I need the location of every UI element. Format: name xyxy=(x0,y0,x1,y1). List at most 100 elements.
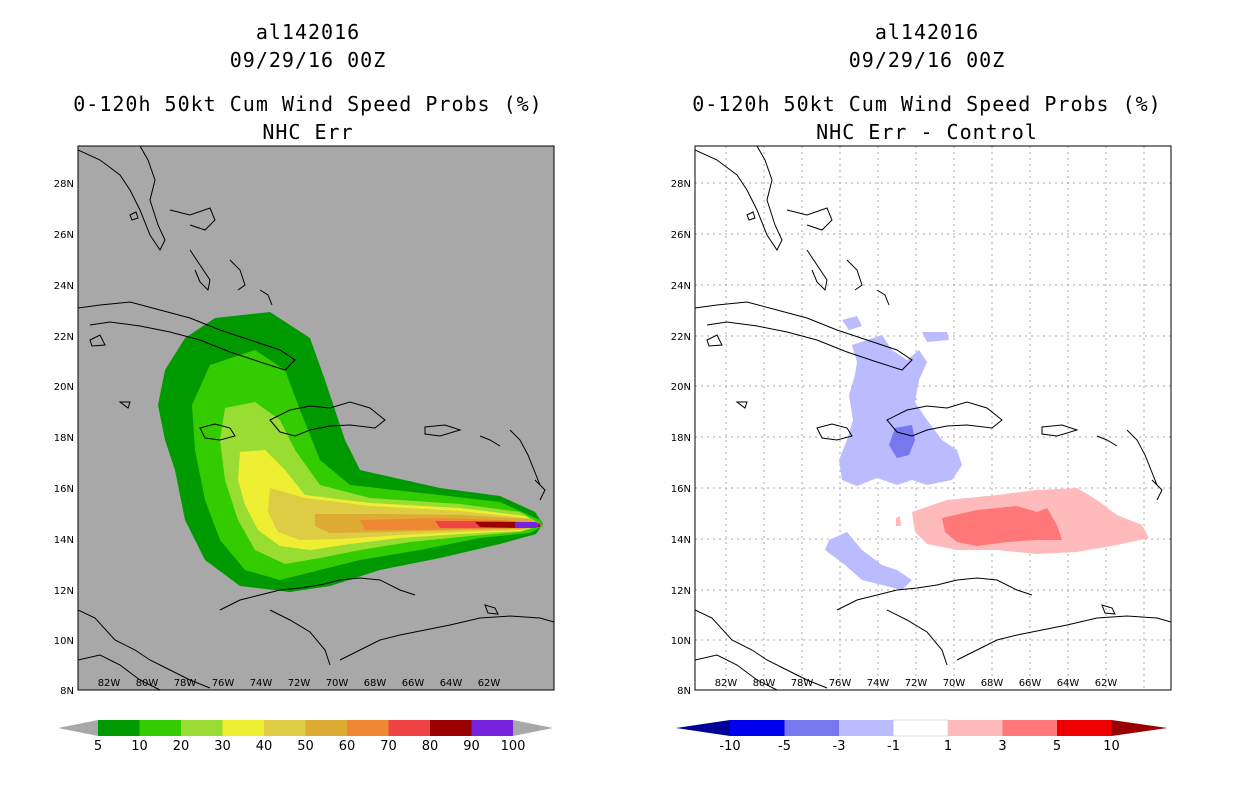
lon-label: 82W xyxy=(715,678,738,689)
lon-label: 62W xyxy=(1095,678,1118,689)
colorbar-label: 60 xyxy=(339,739,356,754)
diff-negative-light-3 xyxy=(922,332,949,342)
colorbar-label: 70 xyxy=(380,739,397,754)
right-title-product: 0-120h 50kt Cum Wind Speed Probs (%) xyxy=(692,92,1162,116)
lon-label: 68W xyxy=(364,678,387,689)
right-coastlines xyxy=(695,146,1171,690)
colorbar-box xyxy=(1057,720,1112,736)
colorbar-label: 5 xyxy=(94,739,102,754)
lat-label: 24N xyxy=(54,281,74,292)
colorbar-box xyxy=(222,720,264,736)
right-title-date: 09/29/16 00Z xyxy=(848,48,1006,72)
colorbar-label: 30 xyxy=(214,739,231,754)
colorbar-right-arrow xyxy=(513,720,553,736)
colorbar-label: 100 xyxy=(501,739,526,754)
diff-negative-light-2 xyxy=(842,316,862,330)
lon-label: 70W xyxy=(943,678,966,689)
colorbar-label: 80 xyxy=(422,739,439,754)
colorbar-label: 50 xyxy=(297,739,314,754)
colorbar-box xyxy=(839,720,894,736)
colorbar-label: -10 xyxy=(719,739,740,754)
lat-label: 28N xyxy=(54,179,74,190)
lon-label: 72W xyxy=(288,678,311,689)
lat-label: 22N xyxy=(54,332,74,343)
colorbar-left-arrow xyxy=(58,720,98,736)
lat-label: 14N xyxy=(671,535,691,546)
colorbar-label: 3 xyxy=(998,739,1006,754)
left-title-product: 0-120h 50kt Cum Wind Speed Probs (%) xyxy=(73,92,543,116)
colorbar-label: 20 xyxy=(173,739,190,754)
lon-label: 66W xyxy=(1019,678,1042,689)
colorbar-box xyxy=(388,720,430,736)
colorbar-right-arrow xyxy=(1111,720,1168,736)
right-lat-labels: 28N 26N 24N 22N 20N 18N 16N 14N 12N 10N … xyxy=(671,179,691,697)
lat-label: 16N xyxy=(54,484,74,495)
left-probability-map: 28N 26N 24N 22N 20N 18N 16N 14N 12N 10N … xyxy=(54,145,555,697)
colorbar-label: 40 xyxy=(256,739,273,754)
lon-label: 66W xyxy=(402,678,425,689)
diff-negative-light xyxy=(839,335,962,486)
right-lon-labels: 82W 80W 78W 76W 74W 72W 70W 68W 66W 64W … xyxy=(715,678,1118,689)
diff-positive-light-2 xyxy=(896,516,901,526)
lon-label: 82W xyxy=(98,678,121,689)
lat-label: 16N xyxy=(671,484,691,495)
lat-label: 26N xyxy=(54,230,74,241)
diff-positive-medium xyxy=(942,506,1062,546)
lat-label: 12N xyxy=(671,586,691,597)
lat-label: 12N xyxy=(54,586,74,597)
right-title-storm-id: al142016 xyxy=(874,20,980,44)
colorbar-label: 5 xyxy=(1053,739,1061,754)
left-colorbar: 5 10 20 30 40 50 60 70 80 90 100 xyxy=(58,720,553,754)
left-lat-labels: 28N 26N 24N 22N 20N 18N 16N 14N 12N 10N … xyxy=(54,179,74,697)
lon-label: 76W xyxy=(829,678,852,689)
right-grid xyxy=(695,146,1171,690)
left-lon-labels: 82W 80W 78W 76W 74W 72W 70W 68W 66W 64W … xyxy=(98,678,501,689)
lon-label: 76W xyxy=(212,678,235,689)
lon-label: 68W xyxy=(981,678,1004,689)
colorbar-box xyxy=(98,720,140,736)
left-title-subtitle: NHC Err xyxy=(262,120,354,144)
lon-label: 78W xyxy=(174,678,197,689)
lon-label: 74W xyxy=(250,678,273,689)
lon-label: 80W xyxy=(753,678,776,689)
lon-label: 78W xyxy=(791,678,814,689)
lat-label: 10N xyxy=(671,636,691,647)
colorbar-label: 1 xyxy=(944,739,952,754)
colorbar-label: 90 xyxy=(463,739,480,754)
colorbar-box xyxy=(305,720,347,736)
diff-negative-medium xyxy=(889,425,915,458)
diff-negative-light-4 xyxy=(825,532,912,590)
left-title-date: 09/29/16 00Z xyxy=(229,48,387,72)
lat-label: 22N xyxy=(671,332,691,343)
colorbar-box xyxy=(893,719,949,737)
colorbar-box xyxy=(347,720,389,736)
colorbar-box xyxy=(181,720,223,736)
right-map-border xyxy=(694,145,1172,691)
right-difference-map: 28N 26N 24N 22N 20N 18N 16N 14N 12N 10N … xyxy=(671,145,1172,697)
lat-label: 18N xyxy=(54,433,74,444)
colorbar-box xyxy=(471,720,513,736)
lon-label: 70W xyxy=(326,678,349,689)
lat-label: 8N xyxy=(60,686,74,697)
colorbar-label: 10 xyxy=(131,739,148,754)
prob-swath-100 xyxy=(515,522,540,528)
right-colorbar: -10 -5 -3 -1 1 3 5 10 xyxy=(676,719,1168,754)
lat-label: 26N xyxy=(671,230,691,241)
lat-label: 8N xyxy=(677,686,691,697)
lat-label: 14N xyxy=(54,535,74,546)
left-coastlines xyxy=(78,146,554,690)
lon-label: 64W xyxy=(440,678,463,689)
right-title-subtitle: NHC Err - Control xyxy=(816,120,1038,144)
colorbar-label: -5 xyxy=(778,739,791,754)
lat-label: 10N xyxy=(54,636,74,647)
colorbar-label: -1 xyxy=(887,739,900,754)
right-map-background xyxy=(695,146,1171,690)
lon-label: 80W xyxy=(136,678,159,689)
lat-label: 18N xyxy=(671,433,691,444)
colorbar-left-arrow xyxy=(676,720,730,736)
left-title-storm-id: al142016 xyxy=(255,20,361,44)
lat-label: 20N xyxy=(671,382,691,393)
lon-label: 72W xyxy=(905,678,928,689)
colorbar-box xyxy=(1002,720,1057,736)
colorbar-box xyxy=(784,720,839,736)
